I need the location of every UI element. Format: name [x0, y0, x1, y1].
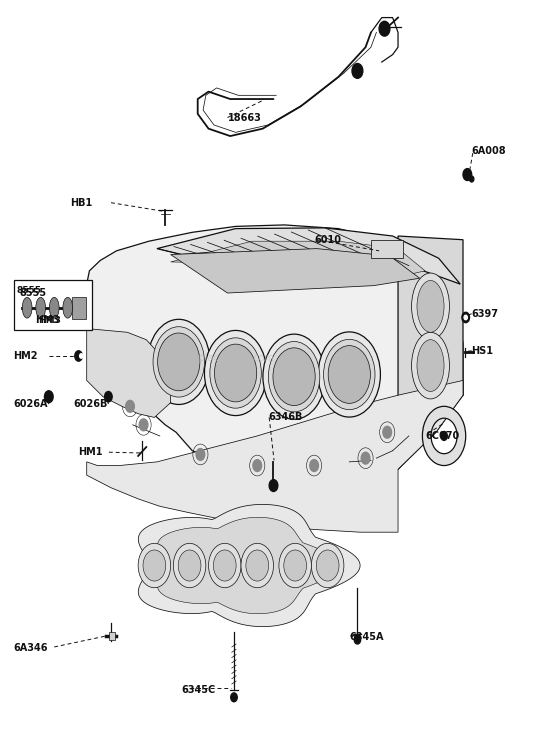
- Polygon shape: [87, 380, 463, 532]
- Text: HS1: HS1: [471, 346, 493, 356]
- Polygon shape: [398, 236, 463, 469]
- Text: 6026A: 6026A: [14, 399, 48, 409]
- Circle shape: [354, 635, 360, 644]
- Ellipse shape: [246, 550, 269, 581]
- Ellipse shape: [63, 298, 73, 318]
- Ellipse shape: [143, 550, 166, 581]
- Ellipse shape: [49, 298, 59, 318]
- Ellipse shape: [22, 298, 32, 318]
- Ellipse shape: [138, 543, 171, 588]
- Ellipse shape: [411, 332, 450, 399]
- Polygon shape: [157, 228, 460, 284]
- Text: 6397: 6397: [471, 309, 498, 319]
- Text: 6345C: 6345C: [182, 685, 216, 695]
- Polygon shape: [171, 248, 420, 293]
- Ellipse shape: [148, 319, 210, 404]
- Circle shape: [469, 176, 474, 182]
- Text: 6346B: 6346B: [268, 413, 302, 422]
- Text: HM3: HM3: [35, 315, 60, 325]
- Text: HM2: HM2: [14, 351, 38, 361]
- Text: HM3: HM3: [38, 316, 61, 325]
- Polygon shape: [158, 517, 337, 614]
- Circle shape: [269, 480, 278, 492]
- Text: 18663: 18663: [228, 113, 261, 122]
- Ellipse shape: [214, 344, 257, 402]
- Text: 8555: 8555: [19, 288, 46, 298]
- Ellipse shape: [273, 348, 315, 406]
- Bar: [14, 280, 92, 330]
- Circle shape: [441, 431, 447, 440]
- Circle shape: [361, 452, 370, 464]
- Ellipse shape: [178, 550, 201, 581]
- Circle shape: [104, 392, 112, 402]
- Polygon shape: [138, 504, 360, 627]
- Ellipse shape: [173, 543, 206, 588]
- Ellipse shape: [269, 342, 320, 412]
- Ellipse shape: [417, 339, 444, 392]
- Text: 6A008: 6A008: [471, 146, 506, 156]
- Ellipse shape: [158, 333, 200, 391]
- Ellipse shape: [324, 339, 375, 410]
- Circle shape: [196, 448, 205, 460]
- Polygon shape: [171, 241, 425, 278]
- Ellipse shape: [284, 550, 306, 581]
- Ellipse shape: [311, 543, 344, 588]
- Text: 6345A: 6345A: [350, 633, 384, 642]
- Circle shape: [310, 460, 318, 471]
- Ellipse shape: [263, 334, 325, 419]
- Text: Replaceparts.com: Replaceparts.com: [186, 353, 274, 363]
- Ellipse shape: [328, 345, 370, 404]
- Text: 6A346: 6A346: [14, 644, 48, 653]
- Circle shape: [126, 401, 135, 413]
- Polygon shape: [87, 225, 463, 480]
- Ellipse shape: [279, 543, 311, 588]
- Ellipse shape: [205, 330, 267, 416]
- Ellipse shape: [213, 550, 236, 581]
- Circle shape: [463, 169, 472, 181]
- Circle shape: [462, 313, 469, 323]
- Bar: [371, 239, 404, 258]
- Ellipse shape: [241, 543, 274, 588]
- Ellipse shape: [208, 543, 241, 588]
- Circle shape: [464, 316, 467, 320]
- Circle shape: [383, 426, 392, 438]
- Text: 6010: 6010: [314, 235, 341, 245]
- Ellipse shape: [417, 280, 444, 332]
- Polygon shape: [87, 328, 171, 418]
- Text: 6C070: 6C070: [425, 431, 459, 441]
- Circle shape: [80, 354, 83, 358]
- Ellipse shape: [36, 298, 45, 318]
- Text: 8555: 8555: [16, 286, 42, 295]
- Ellipse shape: [411, 273, 450, 339]
- Circle shape: [253, 460, 261, 471]
- Circle shape: [44, 391, 53, 403]
- Circle shape: [379, 22, 390, 36]
- Text: HM1: HM1: [79, 448, 103, 457]
- Ellipse shape: [210, 338, 261, 408]
- Circle shape: [75, 351, 83, 361]
- Circle shape: [352, 63, 363, 78]
- Bar: [72, 297, 86, 319]
- Ellipse shape: [318, 332, 380, 417]
- Circle shape: [139, 419, 148, 430]
- Text: HB1: HB1: [71, 198, 92, 207]
- Bar: [109, 632, 115, 639]
- Text: 6026B: 6026B: [73, 399, 108, 409]
- Ellipse shape: [316, 550, 339, 581]
- Ellipse shape: [153, 327, 205, 397]
- Circle shape: [231, 693, 237, 702]
